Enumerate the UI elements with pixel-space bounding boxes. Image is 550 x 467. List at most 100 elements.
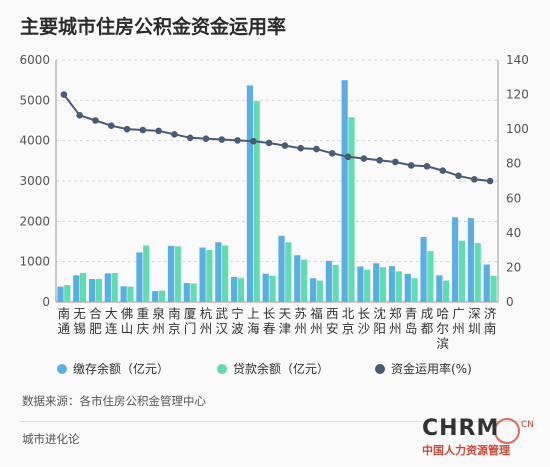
point-rate	[171, 131, 178, 138]
bar-deposit	[167, 245, 175, 302]
point-rate	[92, 117, 99, 124]
bar-deposit	[152, 291, 159, 302]
y-right-tick-label: 100	[506, 122, 529, 136]
point-rate	[60, 91, 68, 98]
watermark-ring-icon	[494, 418, 520, 444]
line-rate	[63, 93, 491, 182]
bar-loan	[364, 269, 371, 302]
bar-loan	[158, 290, 166, 302]
x-tick-label: 成	[421, 306, 434, 321]
x-tick-label: 圳	[468, 321, 481, 336]
bar-loan	[490, 275, 497, 302]
point-rate	[234, 137, 241, 144]
bar-loan	[237, 278, 245, 302]
legend-label: 资金运用率(%)	[391, 361, 472, 376]
x-tick-label: 山	[121, 321, 134, 336]
x-tick-label: 州	[452, 321, 465, 336]
x-tick-label: 佛	[121, 306, 134, 321]
y-right-tick-label: 120	[506, 88, 529, 102]
legend-marker	[375, 364, 385, 374]
data-source: 数据来源：各市住房公积金管理中心	[22, 394, 206, 408]
bar-loan	[64, 285, 71, 302]
x-tick-label: 州	[294, 321, 307, 336]
bar-deposit	[231, 276, 238, 302]
y-left-tick-label: 5000	[19, 93, 50, 107]
bar-deposit	[88, 279, 96, 302]
legend-marker	[57, 364, 67, 374]
point-rate	[186, 134, 194, 142]
x-tick-label: 青	[405, 306, 418, 321]
x-tick-label: 沙	[358, 321, 371, 336]
y-right-tick-label: 20	[506, 260, 521, 274]
bar-deposit	[278, 235, 285, 302]
y-right-tick-label: 60	[506, 191, 521, 205]
point-rate	[297, 144, 304, 152]
x-tick-label: 哈	[436, 306, 449, 321]
x-tick-label: 州	[152, 321, 165, 336]
x-tick-label: 厦	[184, 306, 197, 321]
bar-loan	[411, 278, 418, 302]
point-rate	[344, 153, 352, 161]
x-tick-label: 大	[105, 306, 118, 321]
bar-deposit	[357, 266, 364, 302]
bar-loan	[316, 280, 323, 302]
x-tick-label: 京	[342, 321, 355, 336]
x-tick-label: 南	[484, 321, 497, 336]
point-rate	[265, 139, 273, 147]
x-tick-label: 通	[58, 321, 71, 336]
bar-loan	[206, 249, 213, 302]
x-tick-label: 安	[326, 321, 339, 336]
point-rate	[407, 162, 415, 169]
bar-loan	[79, 272, 87, 302]
bar-deposit	[373, 263, 380, 302]
point-rate	[123, 125, 131, 133]
point-rate	[328, 150, 336, 157]
footer-brand: 城市进化论	[22, 432, 80, 446]
point-rate	[376, 156, 383, 164]
x-tick-label: 无	[73, 306, 86, 321]
bar-deposit	[483, 264, 490, 302]
legend-label: 贷款余额（亿元）	[233, 361, 329, 376]
x-tick-label: 岛	[405, 321, 418, 336]
divider	[20, 421, 530, 422]
y-left-tick-label: 4000	[19, 134, 50, 148]
y-left-tick-label: 6000	[19, 53, 50, 67]
x-tick-label: 福	[310, 306, 323, 321]
x-tick-label: 深	[468, 306, 481, 321]
x-tick-label: 阳	[373, 321, 386, 336]
x-tick-label: 泉	[152, 306, 165, 321]
x-tick-label: 京	[168, 321, 181, 336]
bar-deposit	[436, 275, 443, 302]
bar-deposit	[467, 218, 475, 302]
bar-deposit	[104, 273, 111, 302]
x-tick-label: 武	[215, 306, 228, 321]
legend-marker	[217, 364, 227, 374]
bar-deposit	[452, 217, 459, 302]
chart-title: 主要城市住房公积金资金运用率	[20, 16, 287, 38]
y-left-tick-label: 2000	[19, 214, 50, 228]
point-rate	[486, 177, 494, 185]
point-rate	[281, 142, 289, 149]
x-tick-label: 津	[279, 321, 292, 336]
bar-loan	[111, 272, 118, 302]
x-tick-label: 长	[358, 306, 371, 321]
y-right-tick-label: 140	[506, 53, 529, 67]
bar-deposit	[136, 252, 143, 302]
bar-deposit	[404, 273, 411, 302]
bar-deposit	[262, 273, 269, 302]
watermark-suffix: CN	[520, 420, 534, 430]
bar-loan	[253, 101, 260, 302]
x-tick-label: 重	[137, 306, 150, 321]
y-left-tick-label: 0	[42, 295, 50, 309]
bar-deposit	[309, 278, 317, 302]
bar-deposit	[420, 237, 427, 302]
bar-deposit	[325, 260, 332, 302]
bar-loan	[474, 243, 481, 302]
point-rate	[76, 112, 83, 119]
x-tick-label: 门	[184, 321, 197, 336]
x-tick-label: 西	[326, 306, 339, 321]
x-tick-label: 州	[310, 321, 323, 336]
chart-canvas: 0 1000 2000 3000 4000 5000 6000 0 20 40 60 80 100 120…	[19, 53, 529, 376]
bar-deposit	[73, 275, 80, 302]
bar-loan	[285, 242, 292, 302]
